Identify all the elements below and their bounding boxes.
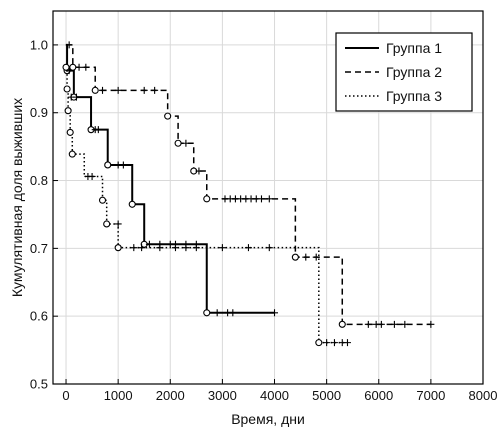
censored-marker-group-2-22 xyxy=(377,320,385,328)
event-marker-group-3-4 xyxy=(68,150,76,158)
censored-marker-group-3-15 xyxy=(343,339,351,347)
censored-marker-group-2-8 xyxy=(195,167,203,175)
event-marker-group-3-6 xyxy=(103,220,111,228)
event-marker-group-2-3 xyxy=(174,139,182,147)
event-marker-group-1-3 xyxy=(104,161,112,169)
censored-marker-group-1-16 xyxy=(271,309,279,317)
censored-marker-group-2-25 xyxy=(427,320,435,328)
censored-marker-group-2-17 xyxy=(265,195,273,203)
axis-ticks: 0 1000 2000 3000 4000 5000 6000 7000 8000 0.5 0.6 0… xyxy=(30,37,498,403)
legend-label-group-3: Группа 3 xyxy=(386,88,442,104)
censored-marker-group-2-5 xyxy=(140,86,148,94)
censored-marker-group-2-6 xyxy=(151,86,159,94)
event-marker-group-2-5 xyxy=(203,195,211,203)
event-marker-group-1-6 xyxy=(203,309,211,317)
censored-marker-group-2-24 xyxy=(401,320,409,328)
x-tick-label-0: 0 xyxy=(62,388,69,403)
event-marker-group-3-2 xyxy=(64,107,72,115)
x-tick-label-1000: 1000 xyxy=(104,388,133,403)
legend-label-group-1: Группа 1 xyxy=(386,40,442,56)
x-tick-label-4000: 4000 xyxy=(260,388,289,403)
y-tick-label-0.8: 0.8 xyxy=(30,173,48,188)
x-axis-title: Время, дни xyxy=(231,411,305,427)
x-tick-label-3000: 3000 xyxy=(208,388,237,403)
censored-marker-group-1-15 xyxy=(229,309,237,317)
censored-marker-group-2-7 xyxy=(182,139,190,147)
event-marker-group-3-7 xyxy=(114,244,122,252)
censored-marker-group-2-19 xyxy=(312,253,320,261)
censored-marker-group-2-20 xyxy=(364,320,372,328)
plot-frame xyxy=(52,10,484,385)
censored-marker-group-2-16 xyxy=(257,195,265,203)
censored-marker-group-3-9 xyxy=(218,244,226,252)
censored-marker-group-3-3 xyxy=(130,244,138,252)
event-marker-group-1-4 xyxy=(128,200,136,208)
x-tick-label-5000: 5000 xyxy=(312,388,341,403)
censored-marker-group-1-13 xyxy=(213,309,221,317)
series-group-2 xyxy=(65,41,435,328)
legend: Группа 1 Группа 2 Группа 3 xyxy=(335,32,473,112)
y-tick-label-0.9: 0.9 xyxy=(30,105,48,120)
legend-label-group-2: Группа 2 xyxy=(386,64,442,80)
x-tick-label-8000: 8000 xyxy=(469,388,498,403)
x-tick-label-7000: 7000 xyxy=(416,388,445,403)
event-marker-group-2-6 xyxy=(291,253,299,261)
censored-marker-group-3-10 xyxy=(244,244,252,252)
censored-marker-group-1-7 xyxy=(145,240,153,248)
y-tick-label-0.7: 0.7 xyxy=(30,241,48,256)
censored-marker-group-3-7 xyxy=(182,244,190,252)
censored-marker-group-2-1 xyxy=(75,63,83,71)
censored-marker-group-3-11 xyxy=(265,244,273,252)
event-marker-group-3-5 xyxy=(98,196,107,204)
event-marker-group-3-3 xyxy=(66,128,74,136)
series-line-group-3 xyxy=(66,66,348,344)
censored-marker-group-2-0 xyxy=(65,41,73,49)
event-marker-group-3-8 xyxy=(315,339,323,347)
censored-marker-group-1-6 xyxy=(119,161,127,169)
censored-marker-group-3-2 xyxy=(114,220,122,228)
event-marker-group-2-2 xyxy=(164,112,172,120)
censored-marker-group-3-1 xyxy=(88,172,96,180)
censored-marker-group-3-6 xyxy=(171,244,179,252)
censored-marker-group-1-4 xyxy=(94,126,102,134)
censored-marker-group-3-4 xyxy=(138,244,146,252)
x-tick-label-2000: 2000 xyxy=(156,388,185,403)
y-tick-label-1: 1.0 xyxy=(30,37,48,52)
y-tick-label-0.6: 0.6 xyxy=(30,309,48,324)
event-marker-group-3-1 xyxy=(63,85,71,93)
event-marker-group-2-0 xyxy=(69,63,77,71)
series-group xyxy=(62,41,435,347)
censored-marker-group-2-3 xyxy=(99,86,107,94)
censored-marker-group-1-2 xyxy=(72,93,80,101)
censored-marker-group-3-8 xyxy=(192,244,200,252)
y-tick-label-0.5: 0.5 xyxy=(30,377,48,392)
censored-marker-group-3-13 xyxy=(330,339,338,347)
censored-marker-group-2-2 xyxy=(82,63,90,71)
censored-marker-group-2-23 xyxy=(390,320,398,328)
x-tick-label-6000: 6000 xyxy=(364,388,393,403)
event-marker-group-2-7 xyxy=(338,320,346,328)
censored-marker-group-3-5 xyxy=(156,244,164,252)
censored-marker-group-3-12 xyxy=(323,339,331,347)
censored-marker-group-2-18 xyxy=(302,253,310,261)
series-group-3 xyxy=(62,63,351,347)
y-axis-title: Кумулятивная доля выживших xyxy=(9,98,25,297)
event-marker-group-3-0 xyxy=(62,63,70,71)
event-marker-group-2-1 xyxy=(91,86,99,94)
censored-marker-group-2-4 xyxy=(114,86,122,94)
